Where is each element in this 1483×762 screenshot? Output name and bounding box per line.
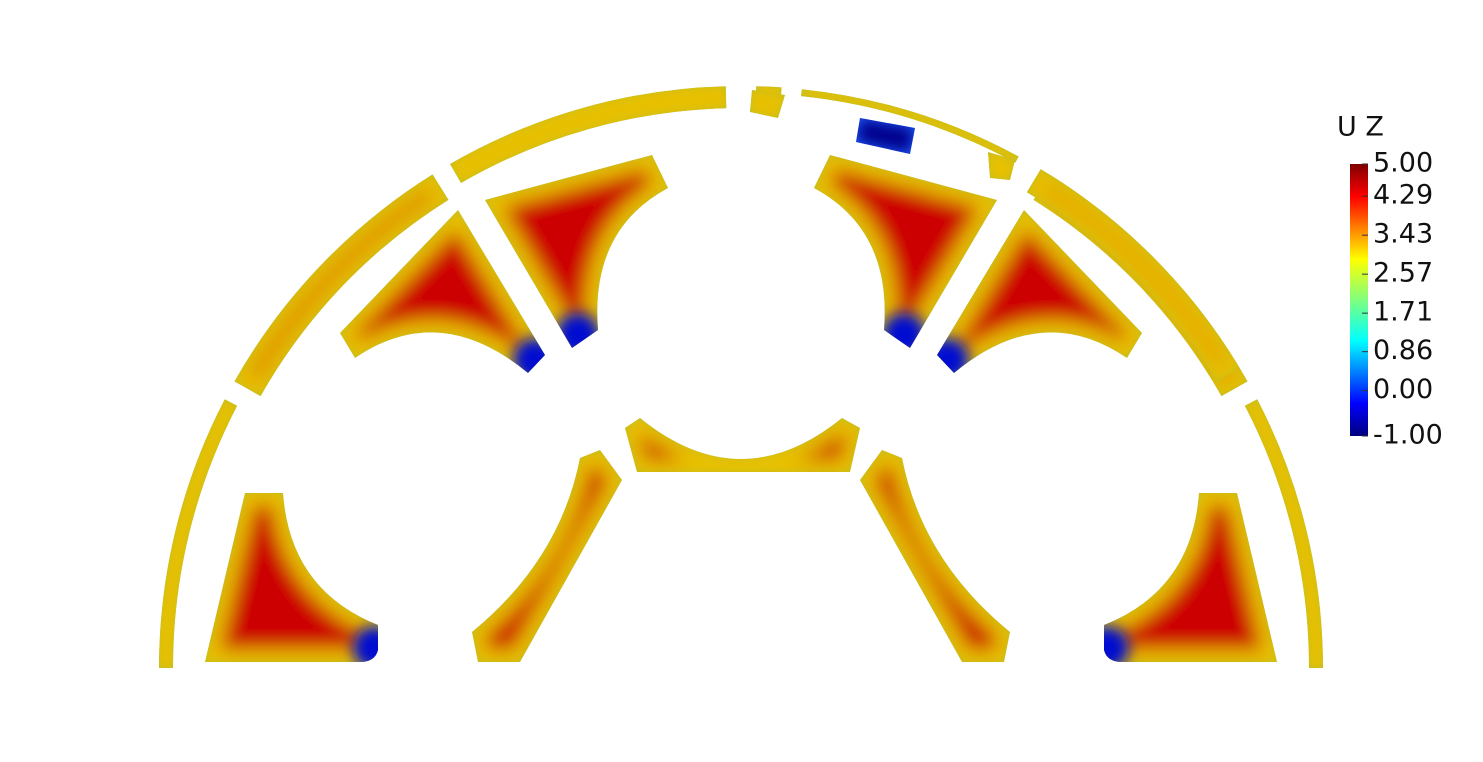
region-fill — [1104, 493, 1277, 662]
region-core — [860, 450, 1010, 662]
region-fill — [472, 450, 622, 662]
legend-tick-label: 4.29 — [1373, 180, 1433, 211]
region-core — [472, 450, 622, 662]
region-fill — [450, 86, 727, 184]
low-spot — [937, 338, 969, 373]
region-core — [856, 118, 915, 154]
mesh-region — [205, 493, 378, 662]
legend-tick-label: 1.71 — [1373, 297, 1433, 328]
legend-title: U Z — [1337, 112, 1384, 143]
legend-tick-label: 0.00 — [1373, 374, 1433, 405]
region-core — [234, 174, 449, 397]
color-legend: U Z 5.004.29 3.43 2.57 1.71 0.86 0.00 -1.00 — [1337, 112, 1443, 451]
region-fill — [625, 418, 860, 472]
low-spot — [513, 338, 545, 373]
region-core — [1104, 493, 1277, 662]
field-mesh — [159, 86, 1323, 668]
region-core — [625, 418, 860, 472]
mesh-region — [625, 418, 860, 472]
legend-tick-label: 5.00 — [1373, 148, 1433, 179]
low-spot — [353, 626, 378, 662]
region-fill — [750, 90, 785, 118]
region-core — [750, 90, 785, 118]
region-fill — [205, 493, 378, 662]
region-core — [205, 493, 378, 662]
mesh-region — [860, 450, 1010, 662]
legend-tick-label: -1.00 — [1373, 420, 1443, 451]
color-bar — [1350, 164, 1368, 436]
legend-tick-label: 2.57 — [1373, 258, 1433, 289]
low-spot — [1104, 626, 1129, 662]
region-core — [450, 86, 727, 184]
region-fill — [860, 450, 1010, 662]
legend-tick-label: 3.43 — [1373, 219, 1433, 250]
region-fill — [234, 174, 449, 397]
low-spot — [882, 313, 926, 348]
low-spot — [556, 313, 600, 348]
mesh-region — [234, 174, 449, 397]
mesh-region — [450, 86, 727, 184]
mesh-region — [1104, 493, 1277, 662]
mesh-region — [472, 450, 622, 662]
mesh-region — [750, 90, 785, 118]
legend-tick-label: 0.86 — [1373, 335, 1433, 366]
